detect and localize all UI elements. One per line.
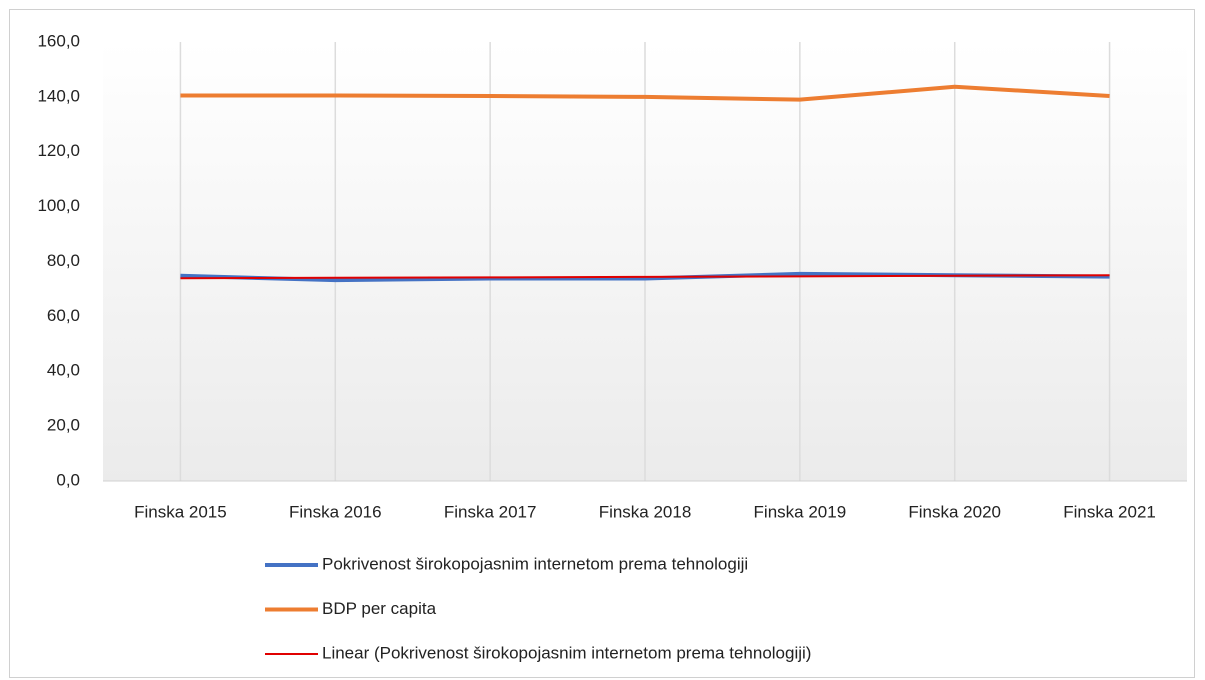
legend-label: BDP per capita <box>322 599 437 618</box>
x-tick-label: Finska 2016 <box>289 502 382 521</box>
y-tick-label: 80,0 <box>47 251 80 270</box>
y-tick-label: 140,0 <box>37 86 80 105</box>
y-tick-label: 120,0 <box>37 141 80 160</box>
y-tick-label: 60,0 <box>47 306 80 325</box>
legend-label: Linear (Pokrivenost širokopojasnim inter… <box>322 643 811 662</box>
x-tick-label: Finska 2015 <box>134 502 227 521</box>
x-tick-label: Finska 2020 <box>908 502 1001 521</box>
y-tick-label: 40,0 <box>47 361 80 380</box>
x-tick-label: Finska 2021 <box>1063 502 1156 521</box>
legend-label: Pokrivenost širokopojasnim internetom pr… <box>322 554 748 573</box>
y-tick-label: 20,0 <box>47 416 80 435</box>
y-tick-label: 0,0 <box>56 470 80 489</box>
series-line <box>180 274 1110 280</box>
x-tick-label: Finska 2017 <box>444 502 537 521</box>
y-tick-label: 160,0 <box>37 31 80 50</box>
y-tick-label: 100,0 <box>37 196 80 215</box>
x-tick-label: Finska 2018 <box>599 502 692 521</box>
series-line <box>180 84 1110 102</box>
x-tick-label: Finska 2019 <box>754 502 847 521</box>
